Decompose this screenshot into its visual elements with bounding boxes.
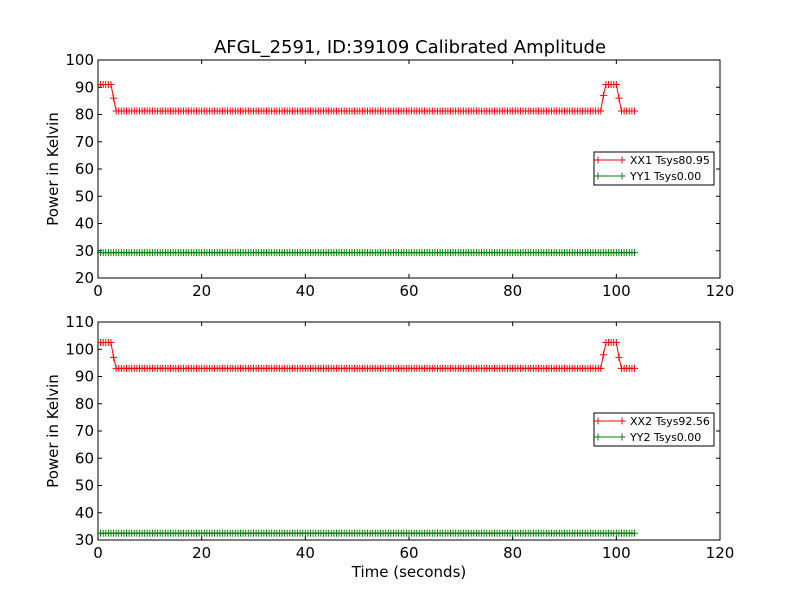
series-xx: [97, 338, 638, 372]
x-tick-label: 0: [93, 544, 103, 562]
legend-marker: [594, 417, 602, 425]
x-tick-label: 20: [192, 544, 211, 562]
series-xx: [97, 81, 638, 115]
y-tick-label: 70: [75, 422, 94, 440]
data-point: [612, 81, 620, 89]
series-yy: [97, 529, 638, 537]
legend-label: XX2 Tsys92.56: [630, 415, 710, 428]
data-point: [615, 94, 623, 102]
y-tick-label: 90: [75, 368, 94, 386]
x-tick-label: 80: [503, 282, 522, 300]
legend-box: [593, 151, 715, 186]
y-tick-label: 80: [75, 106, 94, 124]
y-tick-label: 100: [65, 51, 94, 69]
data-point: [630, 529, 638, 537]
legend-marker: [594, 433, 602, 441]
legend-label: YY1 Tsys0.00: [629, 170, 701, 183]
y-tick-label: 40: [75, 215, 94, 233]
data-point: [110, 353, 118, 361]
legend-box: [593, 412, 715, 447]
y-tick-label: 60: [75, 160, 94, 178]
data-point: [612, 338, 620, 346]
data-point: [597, 364, 605, 372]
x-tick-label: 120: [706, 544, 735, 562]
x-tick-label: 60: [399, 544, 418, 562]
x-tick-label: 100: [602, 282, 631, 300]
y-tick-label: 100: [65, 340, 94, 358]
y-tick-label: 90: [75, 78, 94, 96]
y-tick-label: 30: [75, 531, 94, 549]
legend-marker: [618, 172, 626, 180]
data-point: [630, 249, 638, 257]
y-tick-label: 70: [75, 133, 94, 151]
y-axis-label: Power in Kelvin: [44, 112, 62, 226]
legend-item: XX2 Tsys92.56: [594, 415, 710, 428]
x-axis-label: Time (seconds): [351, 563, 467, 581]
x-tick-label: 100: [602, 544, 631, 562]
legend-label: XX1 Tsys80.95: [630, 154, 710, 167]
data-point: [615, 353, 623, 361]
y-tick-label: 110: [65, 313, 94, 331]
legend-marker: [594, 156, 602, 164]
bottom-panel: 0 20 40 60 80 100 120 30 40 50 60 70 80 90 100 110 Power…: [44, 313, 734, 581]
data-point: [630, 107, 638, 115]
y-tick-label: 40: [75, 504, 94, 522]
chart-title: AFGL_2591, ID:39109 Calibrated Amplitude: [214, 37, 606, 58]
y-tick-label: 80: [75, 395, 94, 413]
y-axis-label: Power in Kelvin: [44, 374, 62, 488]
data-point: [630, 364, 638, 372]
y-tick-label: 50: [75, 477, 94, 495]
y-tick-label: 60: [75, 449, 94, 467]
x-tick-label: 60: [399, 282, 418, 300]
x-tick-label: 0: [93, 282, 103, 300]
data-point: [110, 94, 118, 102]
y-tick-label: 20: [75, 269, 94, 287]
x-tick-label: 120: [706, 282, 735, 300]
y-tick-label: 30: [75, 242, 94, 260]
data-point: [599, 91, 607, 99]
legend-marker: [618, 417, 626, 425]
legend-label: YY2 Tsys0.00: [629, 431, 701, 444]
legend-item: XX1 Tsys80.95: [594, 154, 710, 167]
x-tick-label: 20: [192, 282, 211, 300]
legend-marker: [618, 156, 626, 164]
series-yy: [97, 249, 638, 257]
x-tick-label: 40: [296, 282, 315, 300]
x-tick-label: 40: [296, 544, 315, 562]
legend: XX1 Tsys80.95 YY1 Tsys0.00: [593, 151, 715, 186]
legend-marker: [618, 433, 626, 441]
legend-item: YY1 Tsys0.00: [594, 170, 701, 183]
y-tick-label: 50: [75, 187, 94, 205]
data-point: [107, 81, 115, 89]
data-point: [107, 338, 115, 346]
x-tick-label: 80: [503, 544, 522, 562]
data-point: [597, 107, 605, 115]
legend-marker: [594, 172, 602, 180]
top-panel: 0 20 40 60 80 100 1202030405060708090100Power …: [44, 51, 734, 300]
data-point: [599, 351, 607, 359]
legend-item: YY2 Tsys0.00: [594, 431, 701, 444]
legend: XX2 Tsys92.56 YY2 Tsys0.00: [593, 412, 715, 447]
